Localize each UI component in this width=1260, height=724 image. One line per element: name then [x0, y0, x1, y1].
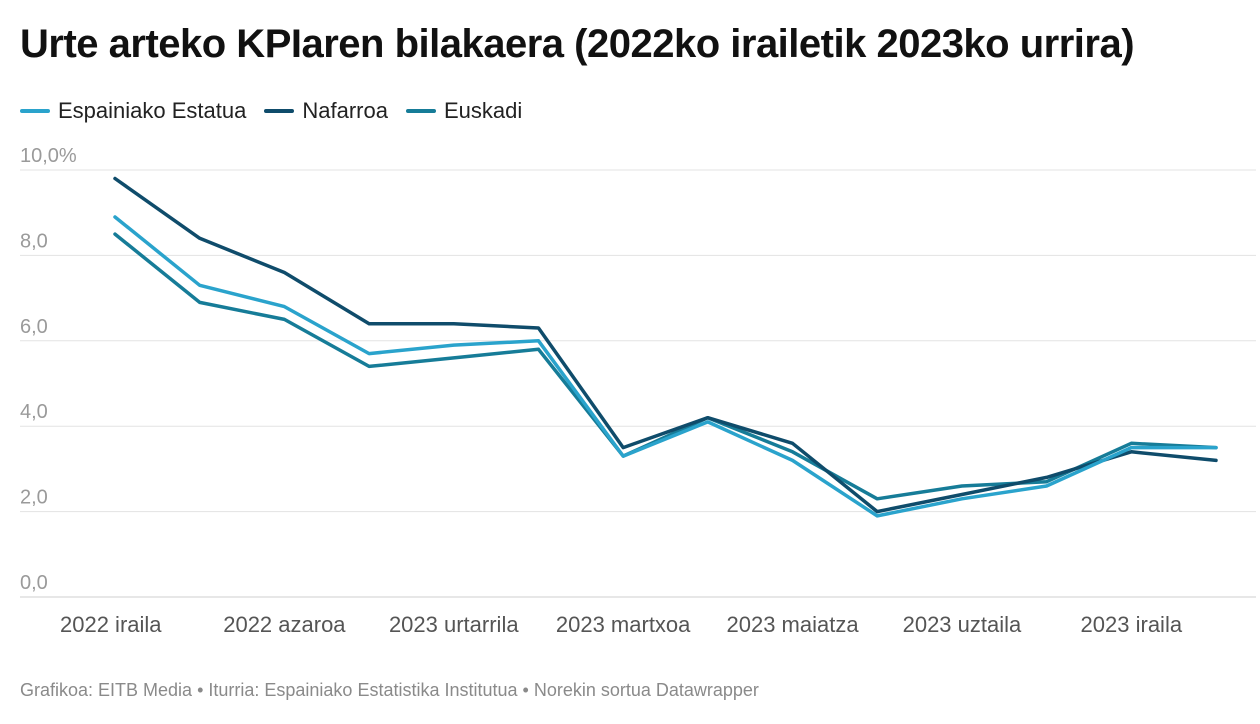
legend-label: Euskadi	[443, 98, 523, 123]
legend-swatch	[405, 109, 436, 113]
x-tick-label: 2022 iraila	[60, 612, 162, 637]
x-tick-label: 2023 martxoa	[556, 612, 691, 637]
x-tick-label: 2023 urtarrila	[389, 612, 519, 637]
y-tick-label: 6,0	[20, 316, 48, 338]
legend-swatch	[264, 109, 295, 113]
x-tick-label: 2022 azaroa	[223, 612, 346, 637]
legend-item: Espainiako Estatua	[20, 98, 246, 124]
legend-item: Nafarroa	[264, 98, 388, 124]
series-line-euskadi	[113, 232, 1218, 501]
y-tick-label: 10,0%	[20, 145, 77, 167]
x-tick-label: 2023 maiatza	[726, 612, 859, 637]
legend-label: Nafarroa	[302, 98, 388, 123]
x-tick-label: 2023 uztaila	[903, 612, 1022, 637]
series-line-espainiako-estatua	[113, 215, 1218, 518]
legend-swatch	[20, 109, 50, 113]
x-tick-label: 2023 iraila	[1081, 612, 1183, 637]
legend-item: Euskadi	[405, 98, 523, 124]
y-tick-label: 0,0	[20, 572, 48, 594]
legend-label: Espainiako Estatua	[58, 98, 247, 123]
chart-title: Urte arteko KPIaren bilakaera (2022ko ir…	[20, 22, 1135, 66]
chart-footer: Grafikoa: EITB Media • Iturria: Espainia…	[20, 680, 759, 700]
y-tick-label: 2,0	[20, 487, 48, 509]
y-tick-label: 4,0	[20, 401, 48, 423]
chart-legend: Espainiako Estatua Nafarroa Euskadi	[20, 98, 522, 124]
y-tick-label: 8,0	[20, 230, 48, 252]
series-line-nafarroa	[113, 176, 1218, 514]
